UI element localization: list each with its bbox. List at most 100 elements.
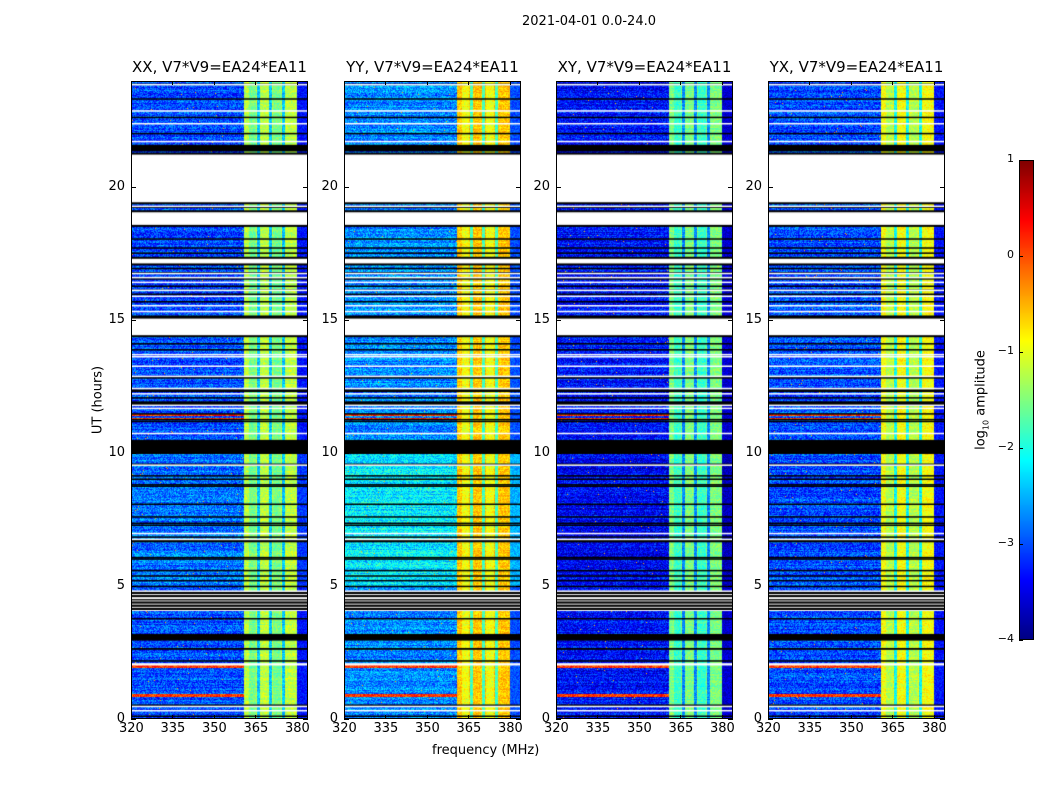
x-tick-label: 380 — [284, 721, 310, 736]
y-tick-mark — [940, 586, 945, 588]
x-tick-mark — [809, 715, 811, 719]
x-tick-mark — [509, 715, 511, 719]
colorbar-gradient — [1019, 160, 1034, 640]
y-tick-mark — [728, 586, 733, 588]
y-tick-label: 10 — [108, 445, 125, 461]
y-tick-label: 15 — [321, 312, 338, 328]
y-tick-label: 20 — [321, 179, 338, 195]
x-tick-mark — [296, 81, 298, 85]
axes-frame — [344, 81, 521, 719]
x-tick-label: 350 — [414, 721, 440, 736]
waterfall-heatmap — [344, 81, 521, 719]
y-tick-mark — [728, 187, 733, 189]
y-tick-mark — [131, 187, 136, 189]
x-tick-mark — [344, 81, 345, 85]
y-tick-mark — [768, 187, 773, 189]
y-tick-mark — [516, 320, 521, 322]
panel-title: XX, V7*V9=EA24*EA11 — [132, 58, 307, 76]
x-tick-label: 320 — [756, 721, 781, 736]
x-tick-mark — [597, 715, 599, 719]
y-tick-mark — [344, 586, 349, 588]
x-axis-label: frequency (MHz) — [432, 743, 540, 758]
x-tick-label: 350 — [838, 721, 864, 736]
colorbar-tick-mark — [1019, 160, 1023, 161]
x-tick-mark — [344, 715, 345, 719]
x-tick-mark — [172, 81, 174, 85]
y-tick-mark — [516, 187, 521, 189]
x-tick-mark — [768, 715, 769, 719]
panel-title: YX, V7*V9=EA24*EA11 — [769, 58, 944, 76]
y-tick-mark — [516, 453, 521, 455]
colorbar-tick-mark — [1019, 256, 1023, 257]
colorbar-tick-label: 1 — [1007, 152, 1014, 165]
y-tick-mark — [516, 586, 521, 588]
x-tick-label: 350 — [626, 721, 652, 736]
y-tick-label: 15 — [533, 312, 550, 328]
x-tick-mark — [131, 81, 132, 85]
y-tick-label: 15 — [108, 312, 125, 328]
axes-frame — [768, 81, 945, 719]
x-tick-mark — [509, 81, 511, 85]
x-tick-mark — [426, 81, 428, 85]
x-tick-mark — [680, 81, 682, 85]
waterfall-heatmap — [768, 81, 945, 719]
x-tick-mark — [556, 81, 557, 85]
panel-yx: YX, V7*V9=EA24*EA11 320 335 350 365 380 0 5 10 15… — [745, 58, 946, 736]
panel-yy: YY, V7*V9=EA24*EA11 320 335 350 365 380 0 5 10 15… — [321, 58, 522, 736]
x-tick-mark — [255, 81, 257, 85]
y-tick-label: 0 — [541, 711, 550, 726]
y-tick-mark — [556, 586, 561, 588]
colorbar-tick-mark — [1019, 544, 1023, 545]
x-tick-mark — [721, 715, 723, 719]
y-tick-mark — [131, 586, 136, 588]
y-tick-mark — [556, 187, 561, 189]
x-tick-label: 335 — [160, 721, 186, 736]
x-tick-label: 380 — [709, 721, 735, 736]
y-tick-label: 5 — [329, 578, 338, 594]
y-tick-mark — [728, 320, 733, 322]
x-tick-mark — [892, 715, 894, 719]
x-tick-mark — [172, 715, 174, 719]
x-tick-mark — [597, 81, 599, 85]
y-tick-mark — [728, 719, 733, 720]
x-tick-mark — [680, 715, 682, 719]
y-tick-label: 20 — [108, 179, 125, 195]
panel-xy: XY, V7*V9=EA24*EA11 320 335 350 365 380 0 5 10 15… — [533, 58, 734, 736]
waterfall-heatmap — [556, 81, 733, 719]
y-tick-mark — [940, 453, 945, 455]
y-tick-mark — [344, 719, 349, 720]
colorbar-frame — [1019, 160, 1034, 640]
y-tick-label: 20 — [745, 179, 762, 195]
y-tick-mark — [940, 320, 945, 322]
y-tick-mark — [344, 320, 349, 322]
y-tick-mark — [940, 719, 945, 720]
y-tick-label: 0 — [329, 711, 338, 726]
x-tick-label: 380 — [497, 721, 523, 736]
colorbar-tick-label: 0 — [1007, 248, 1014, 261]
y-tick-label: 0 — [116, 711, 125, 726]
x-tick-mark — [809, 81, 811, 85]
x-tick-mark — [933, 81, 935, 85]
y-tick-mark — [768, 453, 773, 455]
x-tick-label: 320 — [544, 721, 569, 736]
x-tick-mark — [385, 81, 387, 85]
y-tick-label: 15 — [745, 312, 762, 328]
y-axis-label: UT (hours) — [90, 365, 106, 435]
x-tick-mark — [255, 715, 257, 719]
x-tick-label: 335 — [585, 721, 611, 736]
colorbar-tick-mark — [1019, 352, 1023, 353]
colorbar-label: log10 amplitude — [973, 350, 991, 450]
x-tick-mark — [850, 715, 852, 719]
colorbar-tick-mark — [1019, 640, 1023, 641]
y-tick-label: 5 — [116, 578, 125, 594]
colorbar-tick-label: −2 — [997, 440, 1014, 453]
colorbar-tick-mark — [1019, 448, 1023, 449]
x-tick-mark — [426, 715, 428, 719]
x-tick-mark — [131, 715, 132, 719]
x-tick-label: 320 — [119, 721, 144, 736]
x-tick-label: 350 — [201, 721, 227, 736]
x-tick-mark — [933, 715, 935, 719]
axes-frame — [556, 81, 733, 719]
y-tick-mark — [516, 719, 521, 720]
